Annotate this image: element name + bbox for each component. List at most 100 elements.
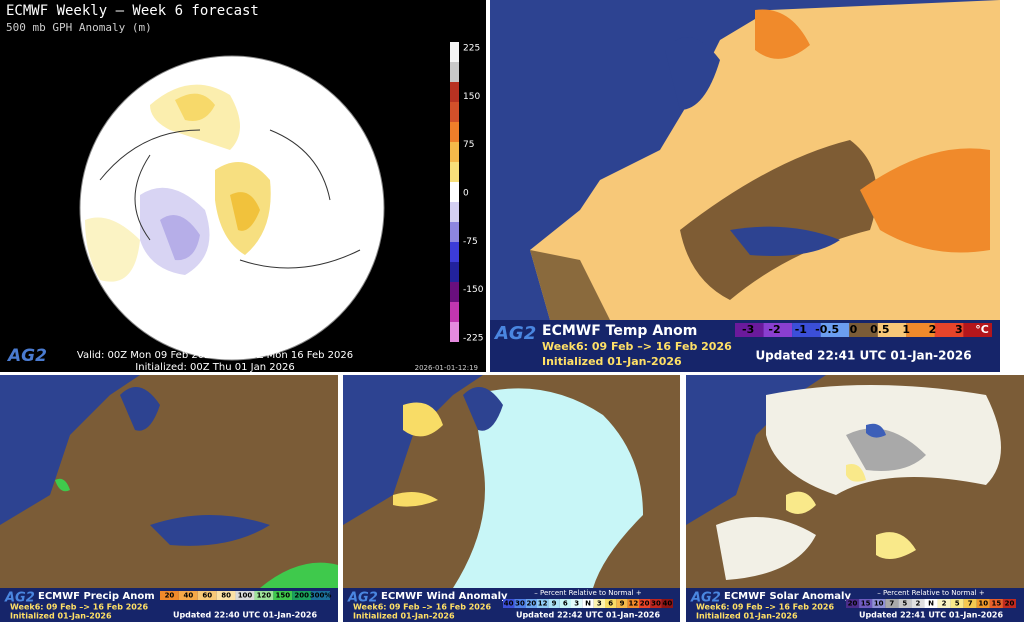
legend-swatch bbox=[548, 599, 560, 608]
land bbox=[530, 0, 1000, 320]
gph-map: ECMWF Weekly – Week 6 forecast 500 mb GP… bbox=[6, 3, 484, 372]
legend-swatch bbox=[792, 323, 821, 337]
legend-label: 2 bbox=[942, 600, 947, 608]
legend-swatch bbox=[849, 323, 878, 337]
legend-swatch bbox=[937, 599, 951, 608]
sea bbox=[665, 37, 720, 111]
legend-unit: °C bbox=[975, 323, 989, 336]
anomaly-blob bbox=[160, 215, 200, 261]
colorbar-cell bbox=[450, 82, 459, 102]
gph-title: ECMWF Weekly – Week 6 forecast bbox=[6, 3, 259, 19]
colorbar-cell bbox=[450, 182, 459, 202]
legend-swatch bbox=[178, 591, 198, 600]
legend-swatch bbox=[514, 599, 526, 608]
legend-label: 20 bbox=[640, 600, 650, 608]
solar-panel: AG2 ECMWF Solar Anomaly Week6: 09 Feb –> 1… bbox=[686, 375, 1024, 622]
colorbar-cell bbox=[450, 62, 459, 82]
legend-swatch bbox=[735, 323, 764, 337]
anomaly-region bbox=[786, 464, 916, 559]
legend-label: 5 bbox=[955, 600, 960, 608]
colorbar-label: -75 bbox=[463, 237, 478, 247]
temp-panel: AG2 ECMWF Temp Anom Week6: 09 Feb –> 16 Fe… bbox=[490, 0, 1000, 372]
legend-label: 120 bbox=[257, 592, 272, 600]
legend-swatch bbox=[963, 323, 992, 337]
legend-swatch bbox=[898, 599, 912, 608]
legend-swatch bbox=[763, 323, 793, 337]
legend-swatch bbox=[877, 323, 907, 337]
legend-label: 12 bbox=[628, 600, 638, 608]
legend-label: 6 bbox=[563, 600, 568, 608]
legend-label: 1 bbox=[902, 323, 910, 336]
sea bbox=[120, 387, 270, 546]
legend-swatch bbox=[989, 599, 1003, 608]
colorbar-label: 225 bbox=[463, 44, 480, 54]
legend-label: 80 bbox=[221, 592, 231, 600]
legend-label: 20 bbox=[165, 592, 175, 600]
colorbar-label: 0 bbox=[463, 189, 469, 199]
legend-swatch bbox=[872, 599, 886, 608]
updated-text: Updated 22:41 UTC 01-Jan-2026 bbox=[755, 349, 971, 363]
legend-label: N bbox=[928, 600, 934, 608]
wind-panel: AG2 ECMWF Wind Anomaly Week6: 09 Feb –> 16… bbox=[343, 375, 680, 622]
anomaly-blob bbox=[175, 93, 215, 121]
logo: AG2 bbox=[493, 323, 536, 344]
land bbox=[0, 375, 338, 588]
init-text: Initialized 01-Jan-2026 bbox=[353, 612, 455, 621]
legend-swatch bbox=[639, 599, 651, 608]
legend-label: 15 bbox=[992, 600, 1002, 608]
legend-label: 20 bbox=[848, 600, 858, 608]
legend-swatch bbox=[616, 599, 628, 608]
gph-panel: ECMWF Weekly – Week 6 forecast 500 mb GP… bbox=[0, 0, 486, 372]
precip-panel: AG2 ECMWF Precip Anom Week6: 09 Feb –> 16 … bbox=[0, 375, 338, 622]
legend-swatch bbox=[661, 599, 673, 608]
legend-swatch bbox=[503, 599, 515, 608]
legend-swatch bbox=[605, 599, 617, 608]
colorbar: 225 150 75 0 -75 -150 -225 bbox=[450, 42, 484, 344]
week-text: Week6: 09 Feb –> 16 Feb 2026 bbox=[353, 603, 491, 612]
legend-swatch bbox=[820, 323, 850, 337]
colorbar-label: -225 bbox=[463, 334, 483, 344]
updated-text: Updated 22:42 UTC 01-Jan-2026 bbox=[516, 611, 661, 620]
legend-label: 30 bbox=[651, 600, 661, 608]
legend-swatch bbox=[525, 599, 537, 608]
init-text: Initialized: 00Z Thu 01 Jan 2026 bbox=[135, 362, 294, 372]
valid-text: Valid: 00Z Mon 09 Feb 2026 thru 00Z Mon … bbox=[77, 350, 353, 361]
panel-title: ECMWF Precip Anom bbox=[38, 591, 155, 602]
init-text: Initialized 01-Jan-2026 bbox=[542, 355, 682, 368]
contour bbox=[99, 129, 361, 269]
legend-label: 40 bbox=[662, 600, 672, 608]
colorbar-cell bbox=[450, 262, 459, 282]
legend-label: 9 bbox=[552, 600, 557, 608]
anomaly-region bbox=[846, 428, 926, 471]
legend-label: -3 bbox=[742, 323, 754, 336]
init-text: Initialized 01-Jan-2026 bbox=[696, 612, 798, 621]
legend-label: 7 bbox=[889, 600, 894, 608]
legend-label: 15 bbox=[861, 600, 871, 608]
colorbar-cell bbox=[450, 102, 459, 122]
legend-label: -2 bbox=[768, 323, 780, 336]
legend-label: 7 bbox=[968, 600, 973, 608]
legend-swatch bbox=[160, 591, 179, 600]
logo: AG2 bbox=[4, 591, 35, 606]
legend-swatch bbox=[537, 599, 549, 608]
panel-title: ECMWF Temp Anom bbox=[542, 323, 697, 339]
legend-label: 5 bbox=[902, 600, 907, 608]
anomaly-region bbox=[393, 402, 443, 507]
sea bbox=[463, 387, 503, 431]
legend-swatch bbox=[559, 599, 571, 608]
colorbar-cell bbox=[450, 162, 459, 182]
legend-swatch bbox=[859, 599, 873, 608]
legend-swatch bbox=[216, 591, 236, 600]
panel-title: ECMWF Solar Anomaly bbox=[724, 591, 851, 602]
legend-label: 3 bbox=[597, 600, 602, 608]
legend-label: 6 bbox=[608, 600, 613, 608]
colorbar-cell bbox=[450, 202, 459, 222]
colorbar-label: 75 bbox=[463, 140, 474, 150]
colorbar-cell bbox=[450, 222, 459, 242]
timestamp: 2026-01-01-12:19 bbox=[415, 364, 478, 372]
legend-swatch bbox=[593, 599, 605, 608]
colorbar-cell bbox=[450, 122, 459, 142]
